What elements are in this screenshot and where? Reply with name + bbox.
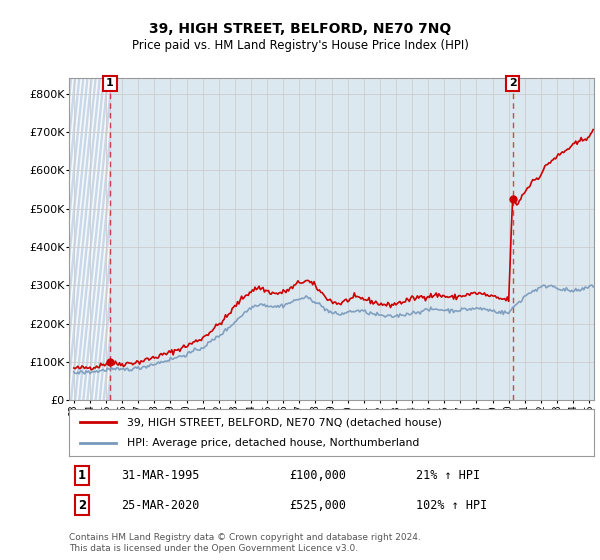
Text: 102% ↑ HPI: 102% ↑ HPI <box>415 498 487 512</box>
Text: Contains HM Land Registry data © Crown copyright and database right 2024.
This d: Contains HM Land Registry data © Crown c… <box>69 533 421 553</box>
Text: HPI: Average price, detached house, Northumberland: HPI: Average price, detached house, Nort… <box>127 438 419 448</box>
Text: 39, HIGH STREET, BELFORD, NE70 7NQ (detached house): 39, HIGH STREET, BELFORD, NE70 7NQ (deta… <box>127 417 442 427</box>
Text: Price paid vs. HM Land Registry's House Price Index (HPI): Price paid vs. HM Land Registry's House … <box>131 39 469 52</box>
Text: 25-MAR-2020: 25-MAR-2020 <box>121 498 200 512</box>
Text: 31-MAR-1995: 31-MAR-1995 <box>121 469 200 482</box>
Text: £525,000: £525,000 <box>290 498 347 512</box>
Text: 39, HIGH STREET, BELFORD, NE70 7NQ: 39, HIGH STREET, BELFORD, NE70 7NQ <box>149 22 451 36</box>
Text: £100,000: £100,000 <box>290 469 347 482</box>
Text: 21% ↑ HPI: 21% ↑ HPI <box>415 469 479 482</box>
Text: 2: 2 <box>509 78 517 88</box>
Text: 1: 1 <box>78 469 86 482</box>
Text: 2: 2 <box>78 498 86 512</box>
Text: 1: 1 <box>106 78 114 88</box>
